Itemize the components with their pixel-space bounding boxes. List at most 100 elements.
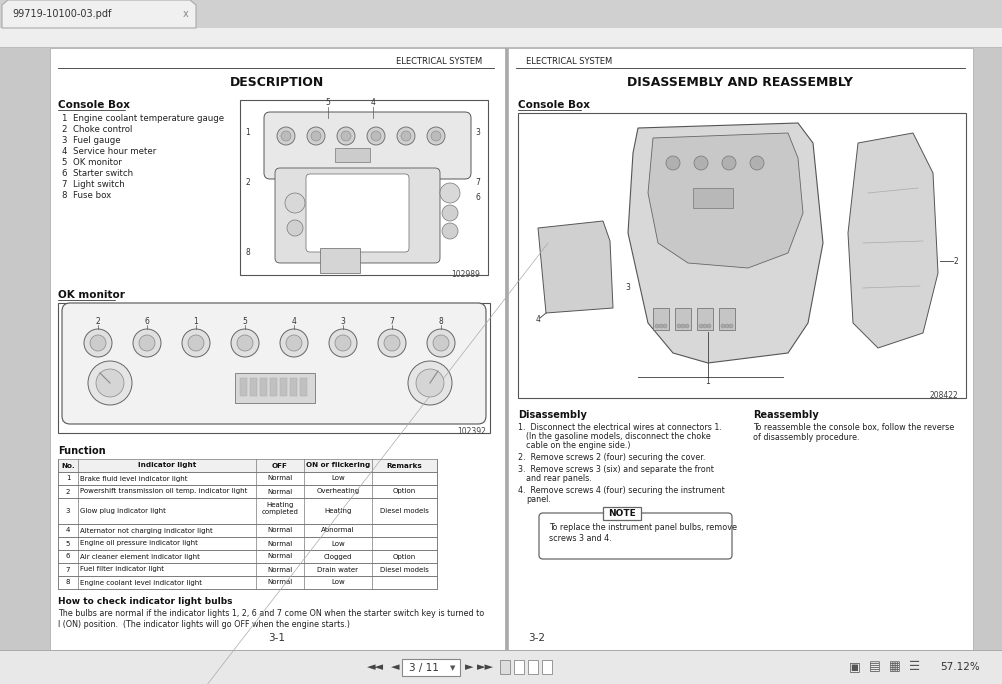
FancyBboxPatch shape <box>275 168 440 263</box>
Text: 3  Fuel gauge: 3 Fuel gauge <box>62 136 120 145</box>
Bar <box>58 459 437 472</box>
Text: Glow plug indicator light: Glow plug indicator light <box>80 508 165 514</box>
Text: ►: ► <box>464 662 473 672</box>
Text: No.: No. <box>61 462 75 469</box>
Text: I (ON) position.  (The indicator lights will go OFF when the engine starts.): I (ON) position. (The indicator lights w… <box>58 620 350 629</box>
Text: Low: Low <box>331 475 345 482</box>
Bar <box>500 660 509 674</box>
Text: 6  Starter switch: 6 Starter switch <box>62 169 133 178</box>
Bar <box>58 576 437 589</box>
Bar <box>58 498 437 524</box>
Bar <box>249 378 257 396</box>
Bar <box>513 660 523 674</box>
Bar <box>234 373 315 403</box>
Circle shape <box>281 131 291 141</box>
Text: 4: 4 <box>292 317 297 326</box>
Circle shape <box>698 324 702 328</box>
Polygon shape <box>537 221 612 313</box>
Text: Option: Option <box>393 488 416 495</box>
Text: ▦: ▦ <box>888 661 900 674</box>
Text: Normal: Normal <box>268 566 293 573</box>
Text: 7: 7 <box>389 317 394 326</box>
Bar <box>652 308 668 330</box>
Polygon shape <box>647 133 803 268</box>
Circle shape <box>662 324 666 328</box>
Text: ◄: ◄ <box>391 662 399 672</box>
Text: 3: 3 <box>625 283 630 293</box>
Circle shape <box>720 324 724 328</box>
Circle shape <box>187 335 203 351</box>
Circle shape <box>431 131 441 141</box>
Bar <box>517 113 965 398</box>
Text: 6: 6 <box>144 317 149 326</box>
Text: Normal: Normal <box>268 579 293 586</box>
Text: Heating: Heating <box>267 502 294 508</box>
Text: 8: 8 <box>66 579 70 586</box>
Bar <box>602 507 640 520</box>
Text: ELECTRICAL SYSTEM: ELECTRICAL SYSTEM <box>525 57 611 66</box>
Text: screws 3 and 4.: screws 3 and 4. <box>548 534 611 543</box>
Text: ▣: ▣ <box>849 661 860 674</box>
Text: 3-1: 3-1 <box>269 633 286 643</box>
Bar <box>335 148 370 162</box>
Text: 2: 2 <box>66 488 70 495</box>
Circle shape <box>277 127 295 145</box>
Bar <box>541 660 551 674</box>
Text: 7  Light switch: 7 Light switch <box>62 180 124 189</box>
Circle shape <box>416 369 444 397</box>
Circle shape <box>427 329 455 357</box>
Circle shape <box>84 329 112 357</box>
Circle shape <box>307 127 325 145</box>
Bar <box>280 378 287 396</box>
Bar <box>290 378 297 396</box>
Text: OFF: OFF <box>272 462 288 469</box>
Circle shape <box>427 127 445 145</box>
Text: Alternator not charging indicator light: Alternator not charging indicator light <box>80 527 212 534</box>
Bar <box>527 660 537 674</box>
Circle shape <box>706 324 710 328</box>
Circle shape <box>442 205 458 221</box>
FancyBboxPatch shape <box>264 112 471 179</box>
Circle shape <box>440 183 460 203</box>
Text: 6: 6 <box>475 193 480 202</box>
Circle shape <box>335 335 351 351</box>
Text: Function: Function <box>58 446 105 456</box>
Text: Reassembly: Reassembly <box>753 410 818 420</box>
Text: 6: 6 <box>66 553 70 560</box>
Text: To reassemble the console box, follow the reverse: To reassemble the console box, follow th… <box>753 423 953 432</box>
Text: 1.  Disconnect the electrical wires at connectors 1.: 1. Disconnect the electrical wires at co… <box>517 423 721 432</box>
Bar <box>58 472 437 485</box>
Circle shape <box>285 193 305 213</box>
Text: Normal: Normal <box>268 488 293 495</box>
FancyBboxPatch shape <box>306 174 409 252</box>
Text: of disassembly procedure.: of disassembly procedure. <box>753 433 859 442</box>
Text: ◄◄: ◄◄ <box>366 662 383 672</box>
Text: 4.  Remove screws 4 (four) securing the instrument: 4. Remove screws 4 (four) securing the i… <box>517 486 724 495</box>
Text: 5  OK monitor: 5 OK monitor <box>62 158 121 167</box>
Text: ☰: ☰ <box>909 661 920 674</box>
Text: Normal: Normal <box>268 527 293 534</box>
Circle shape <box>133 329 161 357</box>
Circle shape <box>401 131 411 141</box>
Circle shape <box>139 335 155 351</box>
Circle shape <box>676 324 680 328</box>
FancyBboxPatch shape <box>538 513 731 559</box>
Text: 7: 7 <box>475 178 480 187</box>
Text: ▤: ▤ <box>869 661 880 674</box>
Text: Brake fluid level indicator light: Brake fluid level indicator light <box>80 475 187 482</box>
Text: 57.12%: 57.12% <box>939 662 979 672</box>
Text: Drain water: Drain water <box>318 566 358 573</box>
Bar <box>504 48 507 650</box>
Text: ▼: ▼ <box>450 665 455 671</box>
Circle shape <box>384 335 400 351</box>
Text: Engine oil pressure indicator light: Engine oil pressure indicator light <box>80 540 197 547</box>
Text: Fuel filter indicator light: Fuel filter indicator light <box>80 566 164 573</box>
Text: (In the gasoline models, disconnect the choke: (In the gasoline models, disconnect the … <box>525 432 710 441</box>
Text: cable on the engine side.): cable on the engine side.) <box>525 441 630 450</box>
Text: ►►: ►► <box>476 662 493 672</box>
Circle shape <box>337 127 355 145</box>
Bar <box>50 48 504 650</box>
Text: Powershift transmission oil temp. indicator light: Powershift transmission oil temp. indica… <box>80 488 247 495</box>
Circle shape <box>367 127 385 145</box>
Text: 1: 1 <box>245 128 250 137</box>
